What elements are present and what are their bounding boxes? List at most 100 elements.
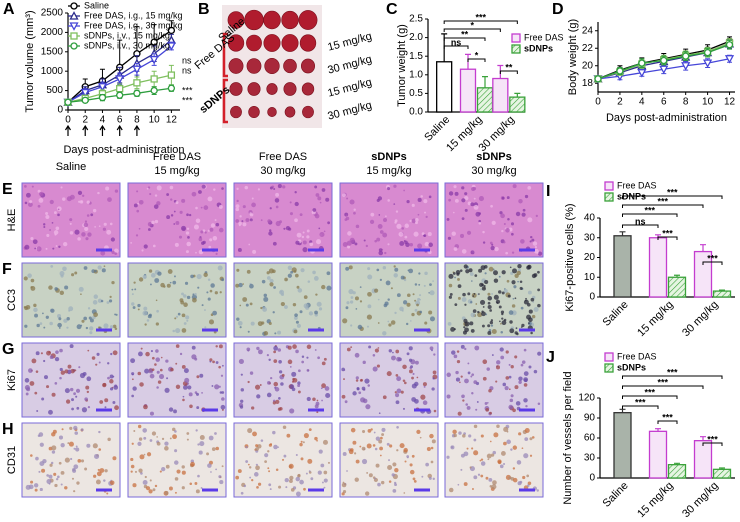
- cell: [58, 435, 64, 440]
- cell: [239, 215, 242, 218]
- cell: [101, 268, 106, 273]
- cell: [413, 231, 419, 237]
- cell: [417, 297, 421, 301]
- cell: [507, 294, 511, 298]
- bar: [693, 440, 713, 479]
- cell: [462, 330, 467, 335]
- cell: [53, 230, 59, 235]
- cell: [166, 283, 171, 288]
- cell: [30, 278, 35, 283]
- cell: [455, 377, 461, 382]
- cell: [272, 401, 276, 405]
- cell: [191, 345, 196, 350]
- cell: [268, 470, 271, 473]
- cell: [93, 474, 97, 478]
- cell: [24, 378, 30, 383]
- cell: [45, 315, 49, 319]
- cell: [174, 460, 179, 465]
- cell: [500, 322, 502, 325]
- cell: [215, 222, 220, 227]
- cell: [522, 475, 526, 480]
- cell: [483, 264, 488, 269]
- cell: [238, 282, 243, 288]
- cell: [303, 295, 308, 299]
- cell: [314, 349, 317, 351]
- cell: [505, 350, 509, 354]
- cell: [383, 303, 388, 308]
- cell: [207, 463, 212, 468]
- cell: [86, 376, 92, 382]
- cell: [423, 199, 428, 204]
- tumor: [228, 58, 244, 74]
- cell: [500, 451, 506, 456]
- cell: [295, 453, 298, 457]
- cell: [349, 237, 355, 243]
- cell: [301, 355, 305, 358]
- cell: [69, 222, 72, 225]
- cell: [301, 360, 305, 364]
- cell: [321, 361, 326, 366]
- cell: [156, 201, 161, 206]
- micrograph: [339, 422, 439, 498]
- cell: [143, 244, 148, 249]
- sig-bracket: [622, 395, 678, 399]
- x-tick-label: 6: [661, 97, 667, 108]
- cell: [431, 439, 436, 444]
- cell: [249, 371, 254, 375]
- cell: [195, 206, 198, 210]
- cell: [366, 471, 369, 474]
- cell: [41, 397, 45, 401]
- tumor: [301, 82, 315, 96]
- cell: [156, 386, 159, 389]
- sig-label: *: [470, 20, 474, 30]
- y-tick-label: 18: [582, 78, 594, 89]
- cell: [506, 439, 511, 445]
- cell: [28, 202, 33, 207]
- cell: [424, 321, 428, 325]
- cell: [374, 447, 378, 451]
- cell: [137, 303, 141, 308]
- sig-bracket: [443, 20, 518, 24]
- cell: [366, 314, 372, 320]
- cell: [509, 266, 512, 269]
- cell: [74, 431, 79, 435]
- cell: [487, 305, 492, 310]
- cell: [146, 452, 152, 457]
- cell: [68, 309, 71, 312]
- cell: [166, 193, 170, 196]
- cell: [267, 467, 270, 470]
- cell: [275, 468, 279, 471]
- sig-bracket: [622, 195, 723, 199]
- cell: [473, 450, 479, 456]
- cell: [403, 492, 406, 494]
- y-tick-label: 0: [589, 473, 595, 484]
- cell: [239, 326, 242, 329]
- cell: [133, 430, 136, 433]
- cell: [215, 361, 219, 364]
- cell: [186, 213, 189, 217]
- cell: [95, 479, 101, 485]
- cell: [215, 345, 218, 348]
- cell: [404, 235, 408, 239]
- cell: [461, 186, 465, 190]
- cell: [322, 439, 328, 445]
- cell: [306, 235, 310, 239]
- cell: [473, 204, 479, 210]
- sig-label: ***: [635, 397, 646, 407]
- cell: [372, 444, 376, 447]
- cell: [431, 387, 435, 391]
- cell: [154, 363, 157, 366]
- cell: [111, 281, 115, 285]
- marker: [167, 26, 176, 35]
- cell: [45, 247, 48, 250]
- cell: [381, 427, 386, 432]
- cell: [477, 312, 483, 318]
- cell: [391, 473, 395, 477]
- cell: [54, 233, 57, 236]
- cell: [239, 304, 242, 307]
- cell: [317, 196, 322, 201]
- cell: [425, 215, 428, 219]
- cell: [520, 239, 525, 244]
- x-tick-label: 4: [639, 97, 645, 108]
